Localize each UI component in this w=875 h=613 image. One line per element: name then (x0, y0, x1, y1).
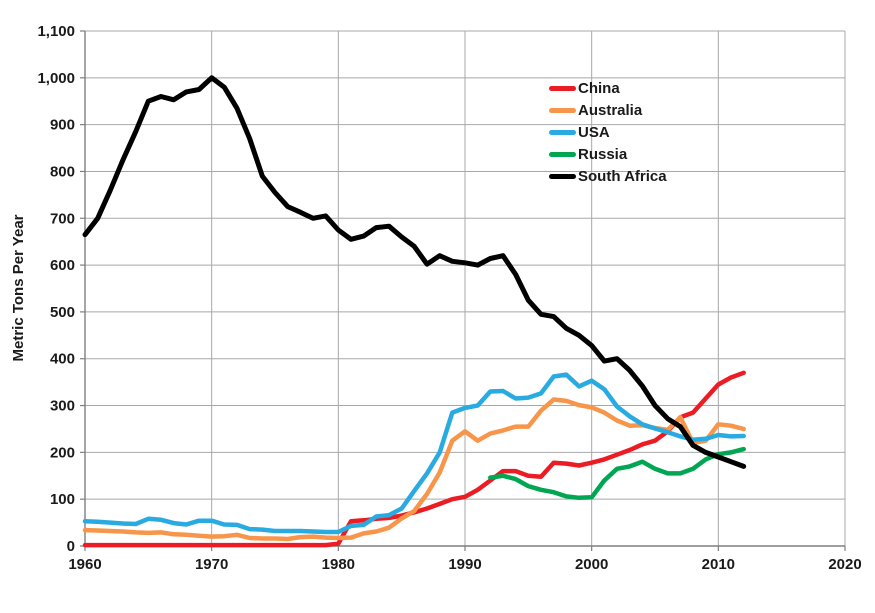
legend: China Australia USA Russia South Africa (549, 77, 667, 187)
legend-swatch-australia (549, 107, 576, 113)
legend-swatch-usa (549, 129, 576, 135)
y-tick-label: 1,000 (37, 70, 75, 87)
axis-layer: 0 100 200 300 400 500 600 700 800 900 1,000 1,100 19… (37, 23, 861, 573)
legend-label-australia: Australia (578, 101, 643, 119)
legend-item-russia: Russia (549, 143, 667, 165)
y-tick-label: 600 (50, 257, 75, 274)
x-tick-label: 2000 (575, 556, 608, 573)
legend-label-china: China (578, 79, 620, 97)
x-tick-label: 1990 (448, 556, 481, 573)
x-tick-label: 1960 (68, 556, 101, 573)
legend-label-usa: USA (578, 123, 610, 141)
y-tick-label: 100 (50, 491, 75, 508)
line-usa (82, 372, 746, 535)
y-tick-label: 1,100 (37, 23, 75, 40)
y-tick-label: 500 (50, 304, 75, 321)
legend-swatch-russia (549, 151, 576, 157)
legend-item-china: China (549, 77, 667, 99)
x-tick-label: 1980 (322, 556, 355, 573)
series-layer (82, 75, 747, 548)
line-south-africa (82, 75, 747, 469)
line-russia (488, 446, 746, 501)
grid-layer (85, 30, 846, 546)
legend-item-usa: USA (549, 121, 667, 143)
y-tick-label: 900 (50, 117, 75, 134)
y-axis-title: Metric Tons Per Year (10, 214, 27, 361)
legend-label-south-africa: South Africa (578, 167, 667, 185)
legend-swatch-south-africa (549, 173, 576, 179)
line-australia (82, 397, 746, 542)
y-tick-label: 800 (50, 163, 75, 180)
legend-item-south-africa: South Africa (549, 165, 667, 187)
line-china (82, 370, 746, 548)
x-tick-label: 2010 (702, 556, 735, 573)
y-tick-label: 200 (50, 444, 75, 461)
legend-label-russia: Russia (578, 145, 628, 163)
y-tick-label: 400 (50, 351, 75, 368)
legend-swatch-china (549, 85, 576, 91)
y-tick-label: 0 (67, 538, 75, 555)
y-tick-label: 300 (50, 398, 75, 415)
y-tick-label: 700 (50, 210, 75, 227)
x-tick-label: 1970 (195, 556, 228, 573)
legend-item-australia: Australia (549, 99, 667, 121)
x-tick-label: 2020 (828, 556, 861, 573)
